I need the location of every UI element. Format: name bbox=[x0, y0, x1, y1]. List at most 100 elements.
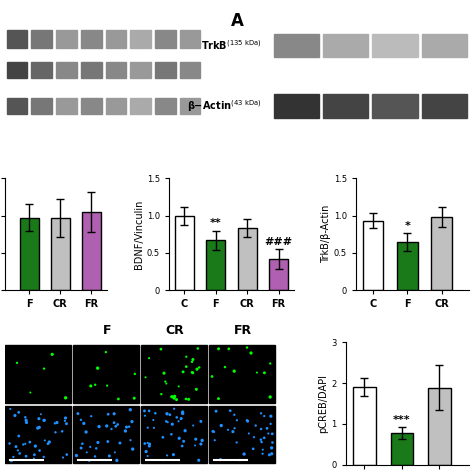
Point bbox=[243, 417, 251, 424]
Point bbox=[221, 363, 229, 371]
Point bbox=[166, 411, 173, 419]
Point bbox=[15, 432, 23, 440]
Point bbox=[230, 411, 238, 419]
Point bbox=[191, 442, 199, 449]
Point bbox=[53, 419, 61, 426]
Point bbox=[182, 353, 190, 361]
Point bbox=[233, 417, 241, 424]
Point bbox=[198, 437, 206, 444]
Text: F: F bbox=[102, 324, 111, 337]
Point bbox=[106, 452, 113, 460]
Point bbox=[128, 418, 136, 425]
Text: ###: ### bbox=[264, 237, 292, 247]
Text: ***: *** bbox=[393, 415, 410, 425]
Point bbox=[9, 453, 17, 461]
Bar bbox=[422, 94, 467, 118]
Point bbox=[103, 422, 110, 430]
Point bbox=[268, 450, 275, 457]
Bar bbox=[237, 228, 256, 290]
Point bbox=[150, 424, 158, 432]
Point bbox=[7, 405, 14, 413]
Point bbox=[91, 453, 99, 460]
Point bbox=[236, 456, 244, 464]
Point bbox=[264, 430, 272, 438]
Point bbox=[159, 434, 167, 441]
Point bbox=[261, 369, 268, 377]
Bar bbox=[273, 94, 319, 118]
Point bbox=[52, 428, 59, 436]
Point bbox=[46, 438, 53, 446]
Point bbox=[115, 395, 122, 403]
Point bbox=[177, 415, 185, 422]
Bar bbox=[141, 406, 207, 463]
Point bbox=[178, 415, 185, 422]
Point bbox=[125, 423, 133, 430]
Bar bbox=[7, 63, 27, 78]
Bar bbox=[31, 63, 52, 78]
Point bbox=[259, 446, 266, 454]
Point bbox=[146, 407, 153, 415]
Point bbox=[111, 448, 118, 456]
Bar bbox=[209, 345, 275, 403]
Point bbox=[94, 365, 101, 372]
Bar bbox=[73, 345, 139, 403]
Point bbox=[163, 410, 171, 418]
Point bbox=[14, 447, 22, 454]
Bar bbox=[106, 63, 126, 78]
Bar bbox=[81, 63, 101, 78]
Point bbox=[170, 405, 178, 412]
Point bbox=[173, 396, 180, 403]
Bar bbox=[373, 94, 418, 118]
Point bbox=[37, 410, 45, 418]
Point bbox=[257, 436, 264, 444]
Bar bbox=[106, 30, 126, 48]
Point bbox=[217, 456, 224, 463]
Point bbox=[32, 442, 39, 450]
Point bbox=[22, 417, 30, 424]
Point bbox=[79, 440, 86, 447]
Text: A: A bbox=[230, 12, 244, 30]
Point bbox=[263, 425, 271, 432]
Point bbox=[197, 440, 205, 448]
Point bbox=[163, 418, 170, 425]
Point bbox=[173, 414, 181, 421]
Point bbox=[104, 410, 112, 418]
Point bbox=[74, 410, 82, 418]
Y-axis label: BDNF/Vinculin: BDNF/Vinculin bbox=[134, 200, 144, 269]
Point bbox=[19, 441, 27, 448]
Point bbox=[146, 440, 153, 448]
Text: FR: FR bbox=[234, 324, 252, 337]
Point bbox=[218, 422, 225, 429]
Text: F: F bbox=[75, 0, 82, 1]
Point bbox=[40, 453, 47, 461]
Bar bbox=[130, 63, 151, 78]
Bar bbox=[51, 218, 70, 290]
Point bbox=[175, 435, 183, 442]
Bar bbox=[73, 406, 139, 463]
Point bbox=[103, 382, 111, 390]
Point bbox=[195, 456, 202, 464]
Point bbox=[62, 394, 69, 401]
Point bbox=[110, 419, 118, 427]
Bar bbox=[155, 63, 176, 78]
Point bbox=[6, 440, 13, 447]
Point bbox=[230, 367, 238, 375]
Point bbox=[253, 369, 261, 376]
Point bbox=[157, 346, 164, 353]
Point bbox=[58, 428, 66, 435]
Bar bbox=[206, 240, 225, 290]
Point bbox=[82, 428, 90, 436]
Point bbox=[80, 419, 88, 427]
Point bbox=[23, 419, 30, 426]
Point bbox=[108, 425, 115, 433]
Point bbox=[8, 457, 15, 465]
Point bbox=[142, 448, 150, 456]
Point bbox=[92, 445, 100, 452]
Point bbox=[34, 424, 42, 432]
Point bbox=[267, 420, 274, 428]
Text: FR: FR bbox=[170, 0, 186, 1]
Point bbox=[164, 452, 171, 459]
Y-axis label: TrkB/β-Actin: TrkB/β-Actin bbox=[321, 205, 331, 264]
Point bbox=[252, 422, 259, 429]
Point bbox=[249, 445, 257, 453]
